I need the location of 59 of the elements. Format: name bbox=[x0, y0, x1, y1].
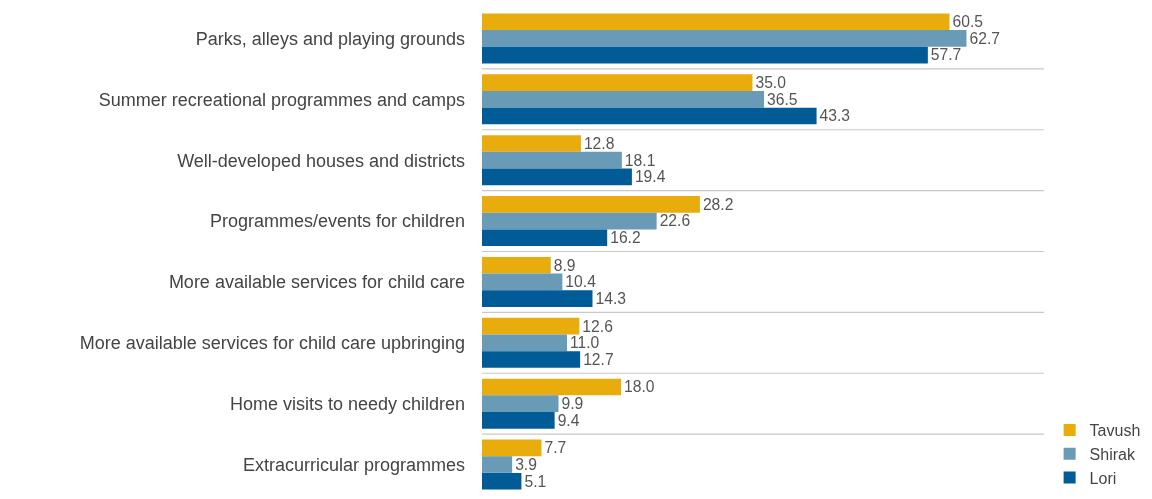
bar bbox=[482, 456, 513, 473]
bar bbox=[482, 439, 542, 457]
bar bbox=[482, 151, 622, 169]
legend-label: Shirak bbox=[1089, 445, 1136, 463]
data-label: 5.1 bbox=[524, 472, 547, 490]
y-tick-label: More available services for child care bbox=[168, 272, 465, 293]
data-label: 57.7 bbox=[930, 46, 962, 64]
data-label: 8.9 bbox=[553, 256, 576, 274]
bar bbox=[482, 412, 555, 429]
y-tick-label: Parks, alleys and playing grounds bbox=[195, 28, 465, 49]
bar bbox=[482, 317, 580, 335]
data-label: 10.4 bbox=[565, 273, 597, 291]
bar bbox=[482, 90, 765, 108]
data-label: 11.0 bbox=[570, 334, 600, 352]
data-label: 12.6 bbox=[582, 317, 614, 335]
y-tick-label: Programmes/events for children bbox=[209, 211, 465, 232]
data-label: 19.4 bbox=[634, 168, 666, 186]
data-label: 12.7 bbox=[583, 350, 614, 368]
data-label: 9.4 bbox=[557, 411, 580, 429]
y-tick-label: Well-developed houses and districts bbox=[177, 150, 465, 171]
data-label: 35.0 bbox=[755, 74, 787, 92]
bar bbox=[482, 273, 563, 291]
legend-label: Lori bbox=[1089, 469, 1117, 487]
bar bbox=[482, 107, 817, 125]
bar bbox=[482, 74, 753, 91]
data-label: 3.9 bbox=[515, 455, 537, 473]
bar bbox=[482, 229, 608, 247]
y-tick-label: Extracurricular programmes bbox=[242, 454, 465, 475]
legend-label: Tavush bbox=[1089, 422, 1141, 440]
bar bbox=[482, 46, 928, 64]
bar bbox=[482, 351, 581, 368]
bar bbox=[482, 378, 622, 396]
data-label: 62.7 bbox=[969, 29, 1000, 47]
bar bbox=[482, 30, 967, 47]
data-label: 18.0 bbox=[624, 378, 655, 396]
bar bbox=[482, 13, 950, 31]
bar bbox=[482, 472, 522, 490]
data-label: 12.8 bbox=[583, 134, 615, 152]
bar bbox=[482, 168, 632, 186]
y-tick-label: More available services for child care upbringing bbox=[79, 333, 465, 354]
data-label: 9.9 bbox=[561, 395, 584, 413]
y-tick-label: Summer recreational programmes and camps bbox=[98, 89, 465, 110]
data-label: 7.7 bbox=[544, 439, 567, 457]
bar bbox=[482, 196, 700, 213]
y-tick-label: Home visits to needy children bbox=[229, 393, 465, 414]
data-label: 18.1 bbox=[624, 151, 656, 169]
data-label: 43.3 bbox=[819, 107, 851, 125]
data-label: 36.5 bbox=[767, 90, 798, 108]
data-label: 28.2 bbox=[702, 195, 734, 213]
bar bbox=[482, 212, 657, 230]
data-label: 22.6 bbox=[659, 212, 691, 230]
data-label: 60.5 bbox=[952, 13, 984, 31]
bar bbox=[482, 334, 567, 352]
bar bbox=[482, 290, 593, 307]
bar bbox=[482, 256, 551, 274]
data-label: 14.3 bbox=[595, 289, 627, 307]
data-label: 16.2 bbox=[610, 229, 641, 247]
bar bbox=[482, 395, 559, 413]
bar bbox=[482, 135, 581, 152]
